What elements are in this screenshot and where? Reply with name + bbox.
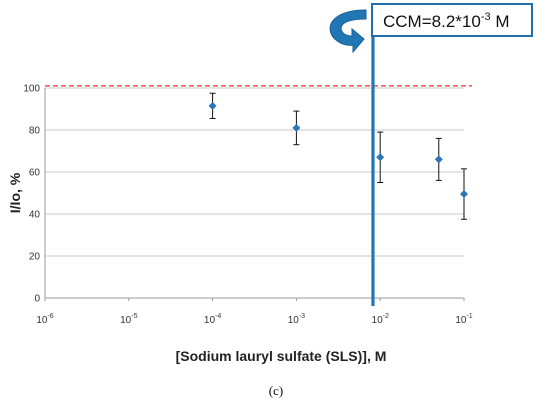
x-tick-base: 10 [372, 315, 384, 326]
ccm-annotation-exp: -3 [481, 11, 491, 23]
x-tick-labels: 10-6 10-5 10-4 10-3 10-2 10-1 [36, 298, 473, 326]
y-tick-label: 40 [29, 210, 41, 221]
x-tick-exp: -6 [47, 313, 53, 320]
x-tick-base: 10 [120, 315, 132, 326]
y-tick-label: 100 [23, 84, 40, 95]
y-tick-label: 60 [29, 168, 41, 179]
x-tick-base: 10 [288, 315, 300, 326]
data-point [434, 155, 443, 164]
x-tick-label: 10-5 [120, 313, 137, 326]
x-tick-base: 10 [36, 315, 48, 326]
figure-caption: (c) [269, 383, 283, 398]
data-points [208, 101, 468, 199]
data-point [292, 123, 301, 132]
curved-arrow-icon [329, 9, 367, 54]
data-point [460, 190, 468, 199]
x-tick-label: 10-4 [204, 313, 221, 326]
y-tick-labels: 0 20 40 60 80 100 [23, 84, 40, 305]
ccm-annotation-box [371, 3, 533, 37]
x-tick-exp: -4 [215, 313, 221, 320]
x-tick-exp: -5 [131, 313, 137, 320]
data-point [208, 101, 217, 110]
axes [44, 88, 464, 299]
x-tick-label: 10-3 [288, 313, 305, 326]
grid-lines [45, 87, 464, 257]
y-tick-label: 20 [29, 252, 41, 263]
ccm-annotation-text: CCM=8.2*10-3 M [383, 11, 509, 31]
data-point [376, 153, 385, 162]
ccm-annotation-prefix: CCM=8.2*10 [383, 12, 481, 31]
x-axis-title: [Sodium lauryl sulfate (SLS)], M [176, 348, 387, 364]
y-tick-label: 80 [29, 126, 41, 137]
x-tick-base: 10 [204, 315, 216, 326]
ccm-annotation-suffix: M [491, 12, 510, 31]
x-tick-base: 10 [455, 315, 467, 326]
x-tick-exp: -2 [383, 313, 389, 320]
x-tick-label: 10-1 [455, 313, 472, 326]
x-tick-exp: -3 [299, 313, 305, 320]
x-tick-exp: -1 [466, 313, 472, 320]
x-tick-label: 10-2 [372, 313, 389, 326]
ccm-annotation: CCM=8.2*10-3 M [329, 3, 533, 54]
error-bars [209, 92, 467, 220]
y-tick-label: 0 [34, 294, 40, 305]
y-axis-title: I/Io, % [7, 172, 23, 213]
x-tick-label: 10-6 [36, 313, 53, 326]
